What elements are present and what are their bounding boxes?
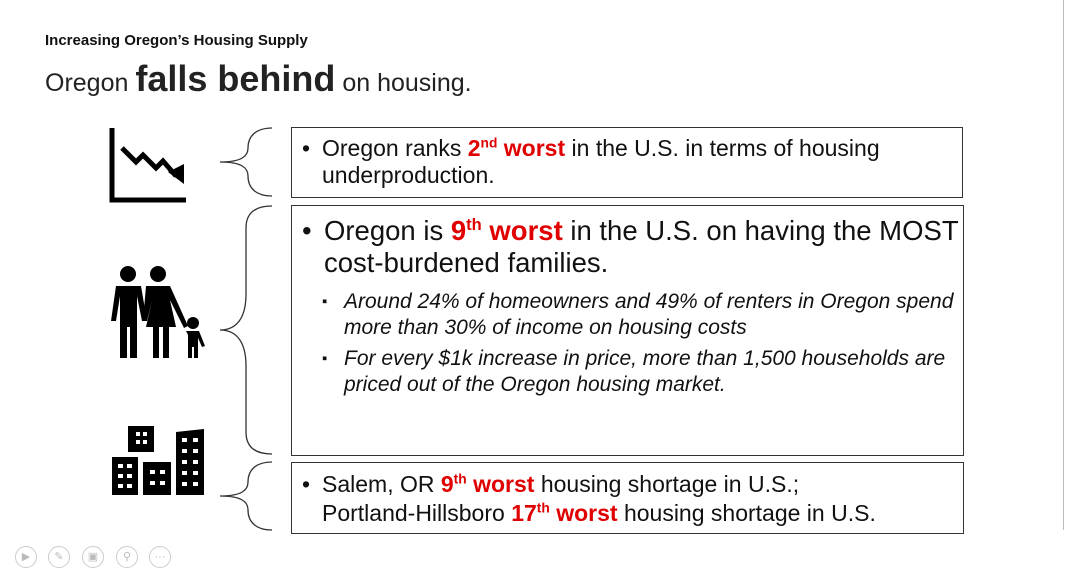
declining-chart-icon	[109, 128, 186, 203]
bullet: Salem, OR 9th worst housing shortage in …	[292, 470, 963, 528]
slide-edge	[1063, 0, 1064, 530]
slide-kicker: Increasing Oregon’s Housing Supply	[45, 32, 308, 49]
stat-box-cost-burden: Oregon is 9th worst in the U.S. on havin…	[291, 205, 964, 456]
sub-bullet: Around 24% of homeowners and 49% of rent…	[292, 289, 963, 341]
stat-box-underproduction: Oregon ranks 2nd worst in the U.S. in te…	[291, 127, 963, 198]
stat-box-shortage: Salem, OR 9th worst housing shortage in …	[291, 462, 964, 534]
play-icon[interactable]: ▶	[15, 546, 37, 568]
bullet: Oregon ranks 2nd worst in the U.S. in te…	[292, 135, 962, 189]
buildings-icon	[112, 426, 204, 495]
sub-bullet: For every $1k increase in price, more th…	[292, 346, 963, 398]
zoom-icon[interactable]: ⚲	[116, 546, 138, 568]
slide-title: Oregon falls behind on housing.	[45, 58, 472, 99]
bullet: Oregon is 9th worst in the U.S. on havin…	[292, 215, 963, 279]
pen-icon[interactable]: ✎	[48, 546, 70, 568]
family-icon	[111, 266, 205, 358]
more-icon[interactable]: ···	[149, 546, 171, 568]
brackets	[219, 127, 273, 531]
slides-icon[interactable]: ▣	[82, 546, 104, 568]
